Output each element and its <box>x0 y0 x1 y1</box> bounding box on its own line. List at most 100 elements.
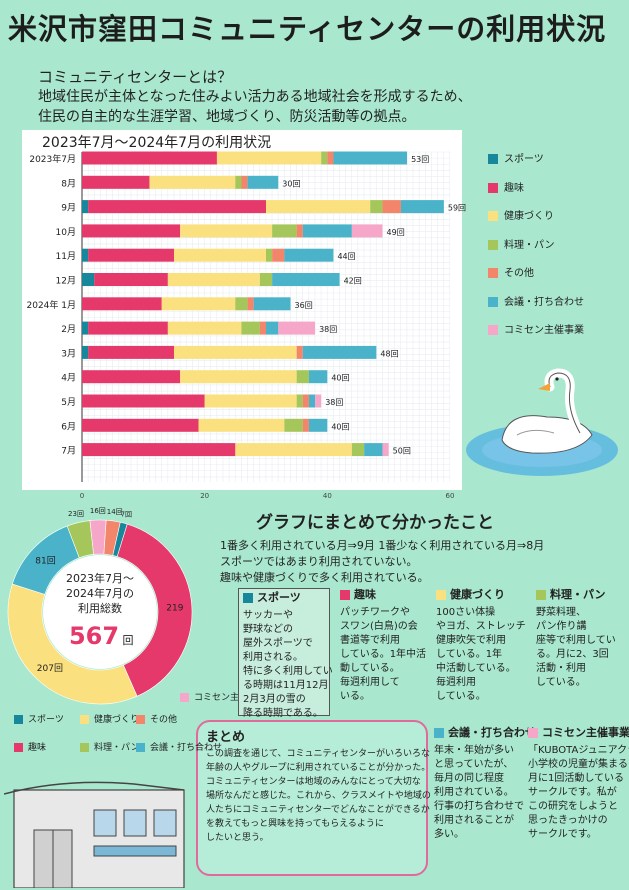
summary-line: を教えてもっと興味を持ってもらえるように <box>206 819 384 829</box>
donut-center-text: 利用総数 <box>78 601 122 615</box>
card-line: 動している。 <box>340 663 400 674</box>
cosmo-label-text: コミセン主催事業 <box>194 693 267 703</box>
donut-total: 567 <box>69 622 119 650</box>
donut-center <box>43 555 157 669</box>
category-label: 7月 <box>61 446 76 457</box>
bar-segment-hobby <box>82 394 205 408</box>
bar-segment-cooking <box>235 297 248 311</box>
card-health: 健康づくり 100さい体操 やヨガ、ストレッチ 健康吹矢で利用 している。1年 中活動して… <box>436 588 528 706</box>
bar-segment-meeting <box>364 443 383 457</box>
intro-line: 地域住民が主体となった住みよい活力ある地域社会を形成するため、 <box>38 89 472 105</box>
card-line: やヨガ、ストレッチ <box>436 621 526 632</box>
bar-total-label: 40回 <box>331 422 349 431</box>
donut-slice-sports <box>112 521 128 557</box>
bar-segment-other <box>241 175 248 189</box>
bar-segment-health <box>167 321 242 335</box>
bottom-legend-item-meeting: 会議・打ち合わせ <box>136 740 222 753</box>
legend-swatch <box>488 211 498 221</box>
bottom-legend-label: 会議・打ち合わせ <box>150 743 223 753</box>
bar-total-label: 36回 <box>295 301 313 310</box>
bar-segment-health <box>180 224 273 238</box>
category-label: 12月 <box>56 276 76 287</box>
category-label: 9月 <box>61 203 76 214</box>
bar-segment-meeting <box>308 418 328 432</box>
bar-total-label: 40回 <box>331 374 349 383</box>
bar-segment-meeting <box>308 394 316 408</box>
summary-heading: まとめ <box>206 730 246 745</box>
category-label: 5月 <box>61 397 76 408</box>
bar-segment-hobby <box>88 321 168 335</box>
card-line: している。1年 <box>436 649 503 660</box>
bar-segment-hobby <box>82 224 181 238</box>
bar-segment-cooking <box>266 248 273 262</box>
card-line: 毎週利用 <box>436 677 476 688</box>
summary-line: 場所なんだと感じた。これから、クラスメイトや地域の <box>206 791 431 801</box>
bar-segment-other <box>247 297 254 311</box>
legend-swatch <box>488 154 498 164</box>
card-line: 野球などの <box>243 624 293 635</box>
findings-line: 趣味や健康づくりで多く利用されている。 <box>220 571 429 584</box>
card-line: 屋外スポーツで <box>243 638 313 649</box>
bar-total-label: 30回 <box>282 179 300 188</box>
bar-segment-meeting <box>247 175 279 189</box>
bar-total-label: 44回 <box>337 252 355 261</box>
bar-segment-health <box>198 418 285 432</box>
donut-slice-label: 16回 <box>90 507 106 515</box>
intro-line: 住民の自主的な生涯学習、地域づくり、防災活動等の拠点。 <box>38 109 416 125</box>
bar-total-label: 53回 <box>411 155 429 164</box>
card-line: パッチワークや <box>340 607 410 618</box>
bar-segment-cosmo <box>351 224 383 238</box>
bottom-legend-item-sports: スポーツ <box>14 712 64 725</box>
legend-label: コミセン主催事業 <box>504 325 584 336</box>
bar-segment-hobby <box>82 443 236 457</box>
card-line: サークルです。 <box>528 829 597 840</box>
category-label: 2月 <box>61 324 76 335</box>
bottom-legend-swatch <box>136 743 145 752</box>
bar-total-label: 49回 <box>387 228 405 237</box>
legend-swatch <box>488 325 498 335</box>
bottom-legend-swatch <box>80 743 89 752</box>
bar-segment-other <box>382 200 401 214</box>
legend-swatch <box>488 296 498 307</box>
bar-total-label: 48回 <box>380 349 398 358</box>
bottom-legend-label: スポーツ <box>28 715 64 725</box>
bottom-legend-label: 料理・パン <box>94 743 140 753</box>
bottom-legend-label: 趣味 <box>28 743 47 753</box>
card-line: 降る時期である。 <box>243 708 323 719</box>
card-line: 特に多く利用してい <box>243 666 333 677</box>
legend-swatch <box>488 182 498 193</box>
card-cosmo: コミセン主催事業「KUBOTAジュニアクラブ」小学校の児童が集まる月に1回活動し… <box>528 726 629 866</box>
bottom-legend-swatch <box>136 715 145 724</box>
category-label: 8月 <box>61 178 76 189</box>
card-line: 座等で利用してい <box>536 635 616 646</box>
legend-item-sports: スポーツ <box>488 150 544 165</box>
bar-segment-hobby <box>88 248 174 262</box>
building-illustration <box>4 781 185 888</box>
card-swatch <box>340 590 350 600</box>
bar-segment-hobby <box>82 175 150 189</box>
card-line: 月に1回活動している <box>528 773 625 784</box>
card-line: 「KUBOTAジュニアクラブ」 <box>528 745 629 756</box>
bar-segment-meeting <box>308 370 328 384</box>
bar-segment-meeting <box>272 273 340 286</box>
bar-segment-meeting <box>302 224 352 238</box>
donut-slice-health <box>7 583 138 705</box>
bar-segment-other <box>296 224 303 238</box>
bottom-legend-swatch <box>14 715 23 724</box>
donut-slice-label: 207回 <box>37 663 63 674</box>
bar-segment-health <box>235 443 352 457</box>
card-title: 料理・パン <box>536 588 626 602</box>
bar-segment-health <box>204 394 297 408</box>
card-line: この研究をしようと <box>528 801 618 812</box>
bar-segment-other <box>259 321 266 335</box>
bar-segment-hobby <box>82 151 217 165</box>
donut-slice-label: 81回 <box>35 555 55 566</box>
bottom-legend-label: 健康づくり <box>94 715 140 725</box>
cosmo-swatch <box>180 693 189 702</box>
bar-segment-cooking <box>235 175 242 189</box>
card-line: 毎週利用して <box>340 677 400 688</box>
bottom-legend-item-health: 健康づくり <box>80 712 139 725</box>
findings-line: スポーツではあまり利用されていない。 <box>220 555 418 568</box>
bar-segment-other <box>327 151 334 165</box>
bottom-legend: スポーツ 健康づくり その他 趣味 料理・パン 会議・打ち合わせ <box>14 710 222 770</box>
